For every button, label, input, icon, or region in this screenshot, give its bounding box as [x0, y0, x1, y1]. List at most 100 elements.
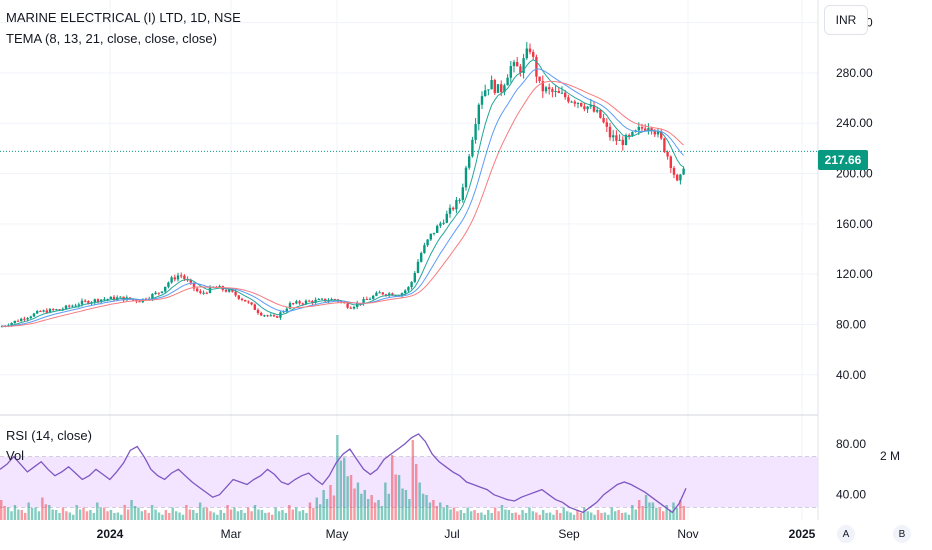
- volume-bar: [150, 505, 154, 520]
- volume-bar: [631, 505, 634, 520]
- currency-button[interactable]: INR: [824, 5, 868, 35]
- volume-bar: [188, 509, 192, 520]
- candle-body: [29, 316, 32, 318]
- volume-bar: [490, 513, 493, 520]
- candle-body: [228, 289, 231, 292]
- volume-bar: [583, 507, 586, 520]
- volume-bar: [367, 499, 370, 520]
- volume-bar: [85, 511, 89, 520]
- volume-bar: [315, 497, 318, 520]
- candle-body: [173, 277, 176, 280]
- candle-body: [333, 299, 336, 301]
- volume-bar: [421, 493, 425, 520]
- candle-body: [362, 299, 365, 304]
- candle-body: [637, 127, 640, 131]
- volume-bar: [507, 510, 511, 520]
- volume-bar: [428, 502, 432, 520]
- price-tick-label: 280.00: [836, 66, 873, 80]
- volume-bar: [264, 513, 267, 520]
- volume-bar: [161, 514, 164, 520]
- volume-bar: [325, 499, 329, 520]
- volume-bar: [521, 510, 524, 520]
- candle-body: [426, 239, 429, 246]
- candle-body: [285, 308, 288, 312]
- candle-body: [68, 305, 71, 307]
- candle-body: [103, 299, 106, 301]
- volume-bar: [185, 505, 188, 520]
- volume-bar: [343, 457, 346, 520]
- volume-bar: [274, 507, 277, 520]
- volume-bar: [397, 475, 401, 520]
- volume-bar: [54, 510, 58, 520]
- candle-body: [468, 156, 471, 168]
- candle-body: [404, 290, 407, 294]
- candle-body: [132, 299, 135, 301]
- candle-body: [605, 122, 608, 127]
- candle-body: [669, 156, 672, 169]
- auto-scale-button[interactable]: A: [837, 525, 855, 543]
- candle-body: [20, 318, 23, 322]
- rsi-axis: 40.00 80.00: [836, 437, 866, 502]
- volume-legend[interactable]: Vol: [6, 448, 25, 463]
- volume-bar: [377, 500, 380, 520]
- candle-body: [522, 58, 525, 73]
- volume-bar: [493, 507, 497, 520]
- candle-body: [208, 286, 212, 293]
- volume-bar: [473, 510, 476, 520]
- volume-bar: [216, 514, 219, 520]
- rsi-legend[interactable]: RSI (14, close): [6, 428, 92, 443]
- volume-bar: [658, 507, 661, 520]
- candle-body: [583, 106, 586, 110]
- volume-bar: [668, 509, 672, 520]
- volume-bar: [164, 510, 168, 520]
- volume-bar: [617, 510, 620, 520]
- candle-body: [535, 56, 538, 77]
- volume-bar: [120, 514, 123, 520]
- volume-bar: [637, 500, 641, 520]
- volume-bar: [565, 511, 569, 520]
- candle-body: [93, 299, 96, 303]
- volume-bar: [541, 510, 545, 520]
- volume-bar: [648, 502, 651, 520]
- candle-body: [384, 294, 388, 296]
- volume-bar: [233, 507, 236, 520]
- candle-body: [407, 287, 410, 291]
- volume-bar: [75, 505, 78, 520]
- log-scale-button[interactable]: B: [893, 525, 911, 543]
- volume-bar: [349, 475, 353, 520]
- volume-bar: [487, 510, 490, 520]
- candle-body: [455, 200, 458, 210]
- candle-body: [308, 300, 311, 302]
- candle-body: [288, 303, 292, 309]
- volume-bar: [373, 502, 377, 520]
- volume-bar: [682, 506, 685, 520]
- candle-body: [372, 295, 375, 299]
- volume-bar: [459, 510, 463, 520]
- indicator-legend[interactable]: TEMA (8, 13, 21, close, close, close): [6, 31, 217, 46]
- candle-body: [410, 281, 413, 288]
- candle-body: [679, 174, 682, 181]
- volume-bar: [500, 505, 504, 520]
- candle-body: [589, 105, 592, 107]
- candle-body: [234, 291, 237, 296]
- candle-body: [196, 288, 199, 292]
- volume-bar: [27, 502, 30, 520]
- volume-bar: [665, 505, 668, 520]
- tema-mid-line: [2, 68, 684, 327]
- volume-bar: [61, 507, 65, 520]
- volume-bar: [391, 455, 394, 520]
- volume-bar: [576, 510, 579, 520]
- candle-body: [666, 151, 669, 157]
- candle-body: [0, 326, 4, 328]
- candle-body: [48, 309, 52, 313]
- candle-body: [474, 124, 477, 140]
- candle-body: [80, 300, 84, 305]
- volume-bar: [72, 514, 75, 520]
- candle-body: [42, 310, 45, 312]
- candle-body: [109, 296, 112, 299]
- candle-body: [480, 96, 484, 105]
- volume-bar: [415, 464, 418, 520]
- candle-body: [660, 131, 663, 139]
- candle-body: [599, 110, 602, 118]
